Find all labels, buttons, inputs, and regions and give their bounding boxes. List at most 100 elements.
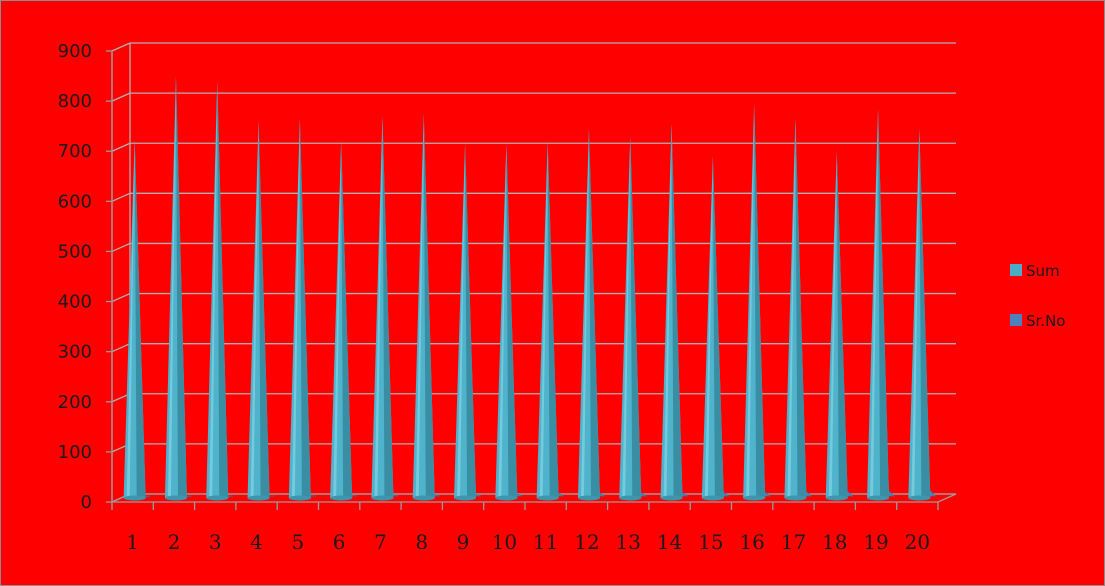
cone-sum-shade — [341, 141, 353, 498]
cone-sum-shade — [299, 118, 311, 499]
cone-sum — [908, 128, 931, 501]
cone-sum-base — [288, 495, 311, 501]
x-tick-label: 2 — [168, 530, 181, 554]
gridline-wall — [111, 192, 131, 202]
gridline-wall — [111, 292, 131, 303]
y-axis-tick-labels: 0 100 200 300 400 500 600 700 800 900 — [58, 41, 92, 513]
cone-sum-shade — [878, 108, 890, 498]
x-tick-label: 20 — [905, 530, 930, 554]
cone-sum-highlight — [209, 81, 218, 499]
x-tick-label: 19 — [863, 530, 888, 554]
cone-sum-shade — [175, 76, 187, 499]
cone-sum-highlight — [457, 143, 466, 498]
x-tick-label: 17 — [781, 530, 806, 554]
cone-sum — [743, 103, 766, 501]
legend-label-sum: Sum — [1026, 262, 1060, 280]
cone-sum-base — [536, 495, 559, 501]
cone-sum-highlight — [911, 128, 920, 498]
cone-sum-shade — [919, 128, 931, 498]
cone-sum-highlight — [746, 103, 755, 498]
x-tick-label: 7 — [374, 530, 387, 554]
y-tick-label: 900 — [58, 41, 92, 62]
x-tick-label: 1 — [126, 530, 139, 554]
legend-swatch-sum — [1010, 264, 1022, 276]
cone-sum-base — [454, 495, 477, 501]
cone-sum-shade — [465, 143, 477, 498]
y-tick-label: 700 — [58, 141, 92, 162]
x-tick-label: 6 — [333, 530, 346, 554]
cone-sum-shade — [217, 81, 229, 499]
cone-sum — [206, 81, 229, 501]
cone-sum-shade — [134, 138, 146, 498]
cone-sum — [330, 141, 353, 501]
cone-sum — [660, 123, 683, 501]
x-tick-label: 8 — [415, 530, 428, 554]
cone-sum-base — [619, 495, 642, 501]
y-tick-label: 200 — [58, 392, 92, 413]
legend-label-sr-no: Sr.No — [1026, 312, 1065, 330]
cone-sum-shade — [836, 151, 848, 498]
cone-sum-highlight — [622, 136, 631, 498]
cone-sum-shade — [382, 116, 394, 499]
cone-sum-highlight — [870, 108, 879, 498]
cone-sum-base — [743, 495, 766, 501]
x-axis-tick-labels: 1 2 3 4 5 6 7 8 9 10 11 12 13 14 15 16 17 18 19 20 — [126, 530, 930, 554]
x-tick-label: 18 — [822, 530, 847, 554]
cone-sum-highlight — [539, 141, 548, 498]
cone-sum-highlight — [498, 143, 507, 498]
cone-sum-base — [206, 495, 229, 501]
y-tick-label: 400 — [58, 292, 92, 313]
cone-sum — [495, 143, 518, 501]
cone-sum — [784, 118, 807, 501]
y-tick-label: 600 — [58, 191, 92, 212]
cone-sum-shade — [423, 113, 435, 498]
x-tick-label: 13 — [616, 530, 641, 554]
y-tick-label: 800 — [58, 91, 92, 112]
cone-sum-base — [123, 495, 146, 501]
gridline-wall — [111, 42, 131, 52]
y-tick-label: 100 — [58, 442, 92, 463]
x-tick-label: 16 — [739, 530, 764, 554]
cone-sum-highlight — [663, 123, 672, 499]
cone-sum-highlight — [374, 116, 383, 499]
legend: Sum Sr.No — [1010, 262, 1065, 330]
cone-sum — [164, 76, 187, 501]
cone-sum-shade — [795, 118, 807, 499]
cone-sum — [412, 113, 435, 501]
gridline-wall — [111, 92, 131, 102]
x-tick-label: 3 — [209, 530, 222, 554]
cone-sum-shade — [506, 143, 518, 498]
cone-sum-highlight — [828, 151, 837, 498]
cone-sum — [701, 156, 724, 501]
cone-sum-highlight — [704, 156, 713, 498]
cone-sum-shade — [588, 128, 600, 498]
cone-sum-shade — [754, 103, 766, 498]
cone-sum — [247, 121, 270, 501]
x-tick-label: 4 — [250, 530, 263, 554]
cone-sum-highlight — [580, 128, 589, 498]
cone-sum — [123, 138, 146, 501]
cone-sum-shade — [630, 136, 642, 498]
cone-sum-base — [371, 495, 394, 501]
cone-sum-shade — [671, 123, 683, 499]
cone-sum — [619, 136, 642, 501]
x-tick-label: 11 — [533, 530, 558, 554]
cone-sum-highlight — [787, 118, 796, 499]
cone-sum-highlight — [250, 121, 259, 499]
y-tick-label: 300 — [58, 342, 92, 363]
cone-sum-base — [247, 495, 270, 501]
x-tick-label: 5 — [291, 530, 304, 554]
cone-sum-highlight — [415, 113, 424, 498]
cone-sum-base — [701, 495, 724, 501]
cone-sum-shade — [712, 156, 724, 498]
cone-sum — [454, 143, 477, 501]
cone-sum-shade — [258, 121, 270, 499]
cones — [123, 76, 937, 501]
cone-sum — [577, 128, 600, 501]
cone-sum — [825, 151, 848, 501]
x-tick-label: 12 — [574, 530, 599, 554]
cone-sum-base — [577, 495, 600, 501]
cone-sum-base — [908, 495, 931, 501]
cone-sum — [536, 141, 559, 501]
